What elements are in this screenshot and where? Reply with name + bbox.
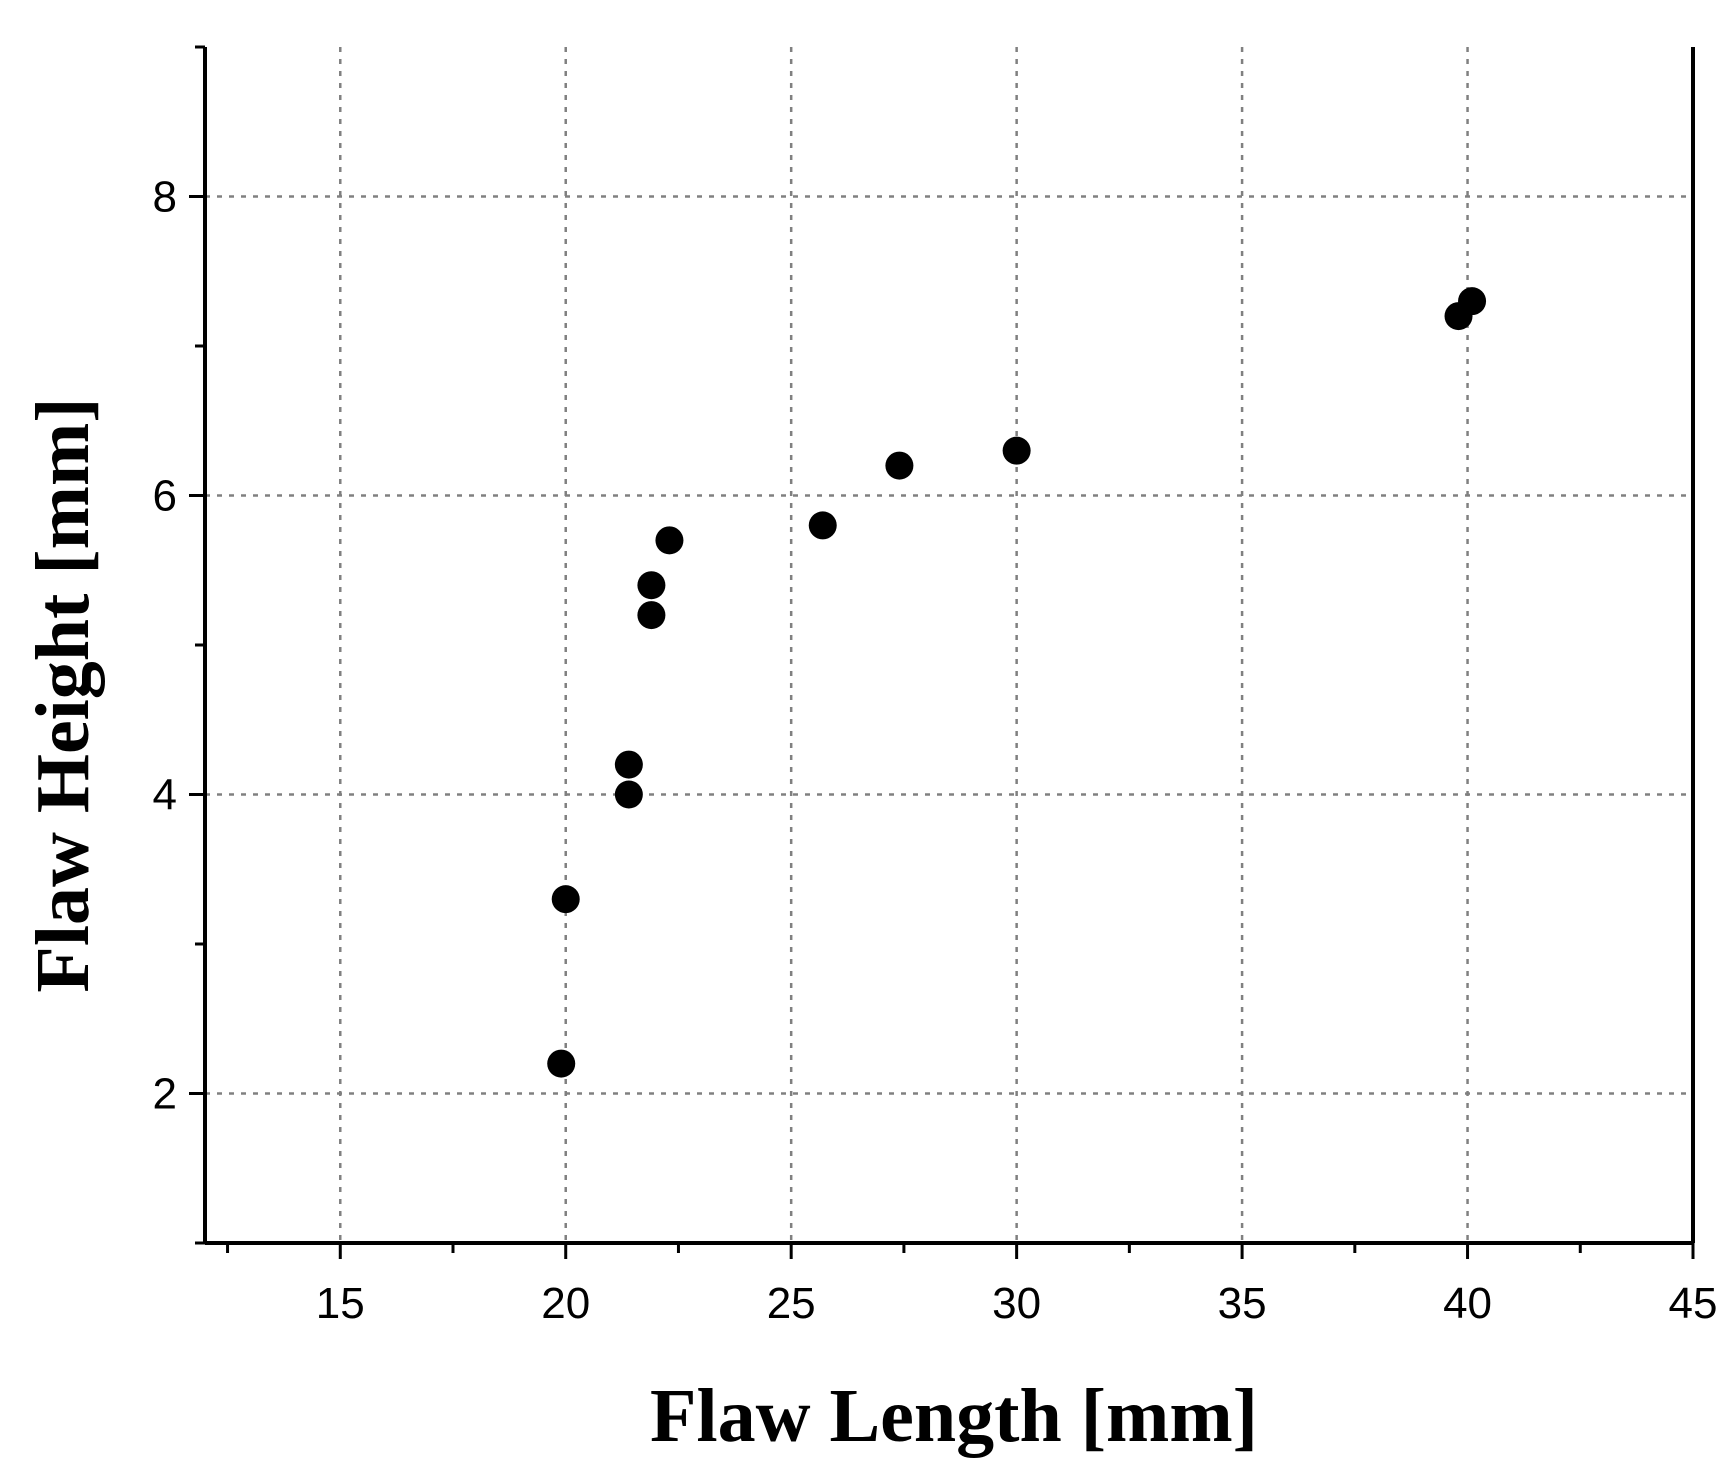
axes [189,45,1695,1259]
x-tick-label: 30 [992,1279,1041,1328]
data-point [614,750,643,779]
tick-labels: 15 20 25 30 35 40 45 2 4 6 8 [153,173,1718,1329]
data-point [637,601,666,630]
data-point [551,885,580,914]
x-axis-title: Flaw Length [mm] [650,1374,1258,1458]
x-tick-label: 15 [316,1279,365,1328]
data-point [614,780,643,809]
data-point [1458,287,1487,316]
data-point [637,571,666,600]
x-tick-label: 20 [541,1279,590,1328]
y-tick-label: 6 [153,472,177,521]
data-point [655,526,684,555]
data-point [547,1049,576,1078]
y-tick-label: 8 [153,173,177,222]
y-axis-title: Flaw Height [mm] [21,397,105,992]
grid-lines [205,47,1693,1243]
y-tick-label: 4 [153,771,177,820]
x-tick-label: 35 [1218,1279,1267,1328]
data-points [547,287,1487,1078]
x-tick-label: 25 [767,1279,816,1328]
data-point [808,511,837,540]
data-point [1002,436,1031,465]
x-tick-label: 45 [1669,1279,1718,1328]
x-tick-label: 40 [1443,1279,1492,1328]
data-point [885,451,914,480]
y-tick-label: 2 [153,1070,177,1119]
